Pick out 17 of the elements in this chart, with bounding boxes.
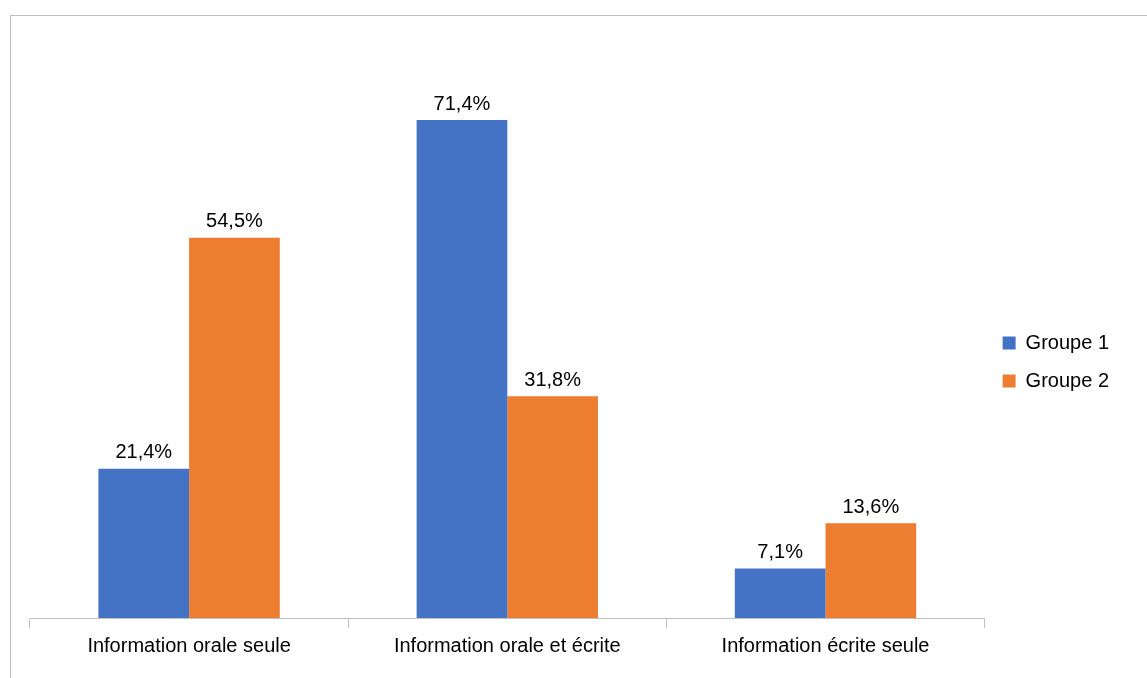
bar [416, 119, 508, 618]
legend-label: Groupe 1 [1025, 330, 1109, 353]
x-tick-label: Information orale et écrite [393, 633, 621, 656]
data-label: 7,1% [757, 539, 804, 562]
bar [734, 568, 826, 618]
data-label: 31,8% [524, 367, 582, 390]
x-tick-label: Information écrite seule [721, 633, 930, 656]
bar [98, 468, 190, 618]
data-label: 21,4% [115, 440, 173, 463]
legend-label: Groupe 2 [1025, 368, 1109, 391]
bar [507, 396, 598, 618]
data-label: 71,4% [433, 91, 491, 114]
bar [189, 237, 280, 618]
data-label: 13,6% [842, 494, 900, 517]
data-label: 54,5% [206, 209, 264, 232]
x-tick-label: Information orale seule [87, 633, 291, 656]
bar [825, 523, 917, 618]
